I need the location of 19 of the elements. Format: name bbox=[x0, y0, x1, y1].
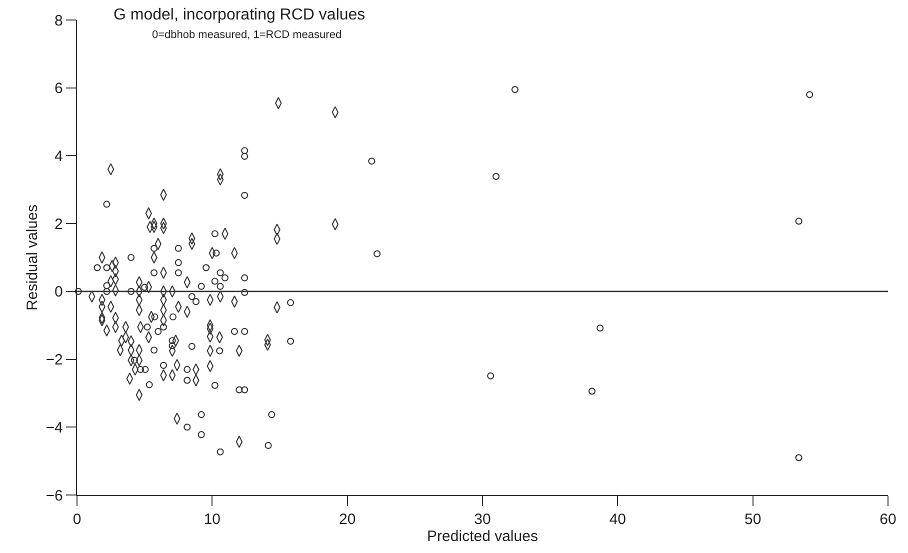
x-tick-label: 0 bbox=[72, 511, 82, 528]
x-tick-label: 30 bbox=[474, 511, 491, 528]
y-tick-label: −4 bbox=[46, 419, 63, 436]
y-tick-label: 2 bbox=[54, 216, 63, 233]
y-tick-label: −6 bbox=[46, 487, 63, 504]
text: 0=dbhob measured, 1=RCD measured bbox=[152, 29, 342, 41]
x-tick-label: 40 bbox=[609, 511, 626, 528]
y-tick-label: −2 bbox=[46, 352, 63, 369]
y-axis-title: Residual values bbox=[24, 204, 41, 310]
x-tick-label: 50 bbox=[744, 511, 762, 528]
y-tick-label: 0 bbox=[54, 284, 63, 301]
x-tick-label: 10 bbox=[204, 511, 221, 528]
x-tick-label: 60 bbox=[880, 511, 896, 528]
x-tick-label: 20 bbox=[338, 511, 356, 528]
y-tick-label: 8 bbox=[54, 12, 63, 30]
chart-title: G model, incorporating RCD values bbox=[114, 6, 366, 24]
y-tick-label: 4 bbox=[54, 148, 63, 165]
y-tick-label: 6 bbox=[54, 80, 63, 98]
x-axis-title: Predicted values bbox=[427, 528, 538, 546]
